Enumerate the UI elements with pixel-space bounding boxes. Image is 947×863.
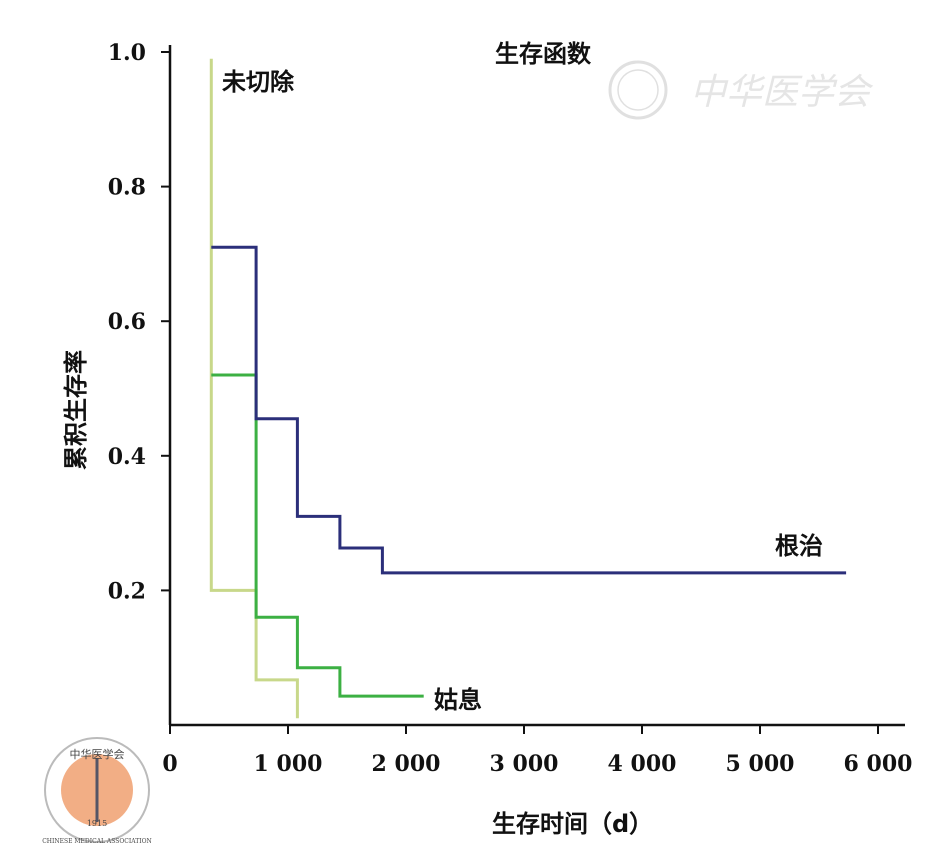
- series-line-1: [211, 373, 424, 698]
- x-tick-label: 3 000: [490, 751, 559, 777]
- x-axis-label: 生存时间（d）: [492, 810, 653, 838]
- series-label-palliative: 姑息: [434, 686, 482, 714]
- series-label-radical: 根治: [775, 532, 823, 560]
- series-line-2: [211, 245, 847, 575]
- y-axis-label: 累积生存率: [62, 350, 90, 470]
- y-tick-label: 0.2: [108, 578, 146, 604]
- x-tick-label: 6 000: [844, 751, 913, 777]
- x-tick-label: 1 000: [254, 751, 323, 777]
- y-tick-label: 0.4: [108, 444, 146, 470]
- logo-year: 1915: [87, 819, 107, 828]
- x-tick-label: 2 000: [372, 751, 441, 777]
- x-tick-label: 0: [162, 751, 177, 777]
- x-tick-label: 5 000: [726, 751, 795, 777]
- series-line-0: [209, 58, 299, 719]
- y-tick-label: 0.8: [108, 175, 146, 201]
- series-label-unresected: 未切除: [222, 68, 295, 96]
- chart-title: 生存函数: [495, 40, 592, 68]
- logo-top-text: 中华医学会: [70, 747, 125, 761]
- x-tick-label: 4 000: [608, 751, 677, 777]
- watermark-text: 中华医学会: [690, 72, 874, 113]
- watermark: 中华医学会: [608, 60, 874, 120]
- logo-bottom-text: CHINESE MEDICAL ASSOCIATION: [42, 838, 152, 845]
- cma-logo: 中华医学会 CHINESE MEDICAL ASSOCIATION 1915: [42, 737, 152, 845]
- y-tick-label: 0.6: [108, 309, 146, 335]
- y-tick-label: 1.0: [108, 40, 146, 66]
